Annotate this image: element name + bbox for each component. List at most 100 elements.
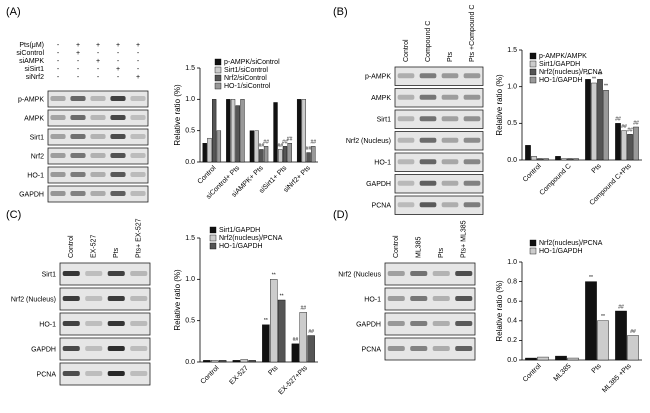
treatment-mark: - [97,66,100,73]
blot-band [441,73,459,79]
legend-swatch [529,60,537,68]
blot-band [419,159,437,165]
blot-band [410,296,428,301]
bar [282,146,288,163]
row-label: Sirt1 [30,134,45,141]
treatment-mark: - [57,66,60,73]
blot-band [110,134,126,139]
blot-band [455,321,473,326]
blot-band [50,153,66,158]
value-label: ** [604,84,608,90]
blot-strip [384,287,476,311]
treatment-mark: - [77,74,80,81]
treatment-mark: - [97,50,100,57]
legend-swatch [209,234,217,242]
bar [259,149,264,163]
blot-band [455,296,473,301]
y-tick-label: 1.0 [507,259,517,266]
blot-band [130,134,146,139]
blot-band [463,73,481,79]
legend-swatch [209,242,217,250]
bar [240,99,245,163]
blot-band [130,346,148,351]
blot-strip [59,287,151,311]
blot-band [50,115,66,120]
legend-label: Nrf2/siControl [224,75,267,82]
treatment-label: siControl [16,50,44,57]
treatment-mark: + [96,42,100,49]
legend-label: HO-1/GAPDH [539,248,583,255]
y-tick-label: 0.5 [185,318,195,325]
blot-band [419,180,437,186]
blot-band [130,96,146,101]
treatment-mark: - [117,74,120,81]
bar [254,130,259,163]
blot-band [110,172,126,177]
bar [248,360,256,363]
blot-band [387,321,405,326]
lane-label: Control [393,235,400,258]
row-label: GAPDH [366,181,391,188]
bar [291,343,300,363]
lane-label: Pts +Compound C [469,5,476,62]
bar [211,360,219,363]
treatment-mark: - [57,74,60,81]
bar [306,152,311,163]
blot-band [432,346,450,351]
y-axis-title: Relative ratio (%) [495,74,504,136]
legend-swatch [529,239,537,247]
value-label: ## [308,329,314,335]
blot-band [463,180,481,186]
blot-strip [384,262,476,286]
blot-band [110,153,126,158]
bar [202,142,207,163]
bar [262,324,270,363]
y-axis-title: Relative ratio (%) [495,280,504,342]
blot-band [455,271,473,276]
x-tick-label: Control [522,162,543,183]
blot-strip [394,66,484,86]
legend-label: Sirt1/GAPDH [219,227,260,234]
treatment-mark: - [117,50,120,57]
blot-strip [394,88,484,108]
bar [270,279,278,363]
y-tick-label: 1.0 [185,276,195,283]
blot-band [419,94,437,100]
treatment-mark: + [96,58,100,65]
lane-label: Pts [438,247,445,258]
value-label: ** [589,275,593,281]
bar [567,158,573,161]
blot-band [387,346,405,351]
bar [263,146,269,163]
bar [627,335,639,361]
blot-band [130,321,148,326]
blot-strip [59,312,151,336]
y-tick-label: 0.8 [507,278,517,285]
legend-swatch [214,58,222,66]
bar [277,299,286,363]
blot-band [70,115,86,120]
value-label: ## [300,306,306,312]
blot-strip [394,195,484,215]
blot-band [130,153,146,158]
blot-band [432,321,450,326]
bar [249,130,255,163]
blot-band [85,371,103,376]
bar [621,130,627,161]
blot-band [70,134,86,139]
x-tick-label: EX-527+Pts [277,364,309,396]
blot-band [441,137,459,143]
blot-band [397,94,415,100]
treatment-mark: + [136,42,140,49]
y-tick-label: 0.4 [507,318,517,325]
blot-band [110,115,126,120]
blot-band [419,116,437,122]
bar [555,156,561,161]
lane-label: ML385 [416,236,423,258]
panel-label: (D) [333,209,348,221]
legend-label: Nrf2(nucleus)/PCNA [219,235,283,242]
blot-strip [59,262,151,286]
blot-band [90,115,106,120]
row-label: HO-1 [364,296,381,303]
